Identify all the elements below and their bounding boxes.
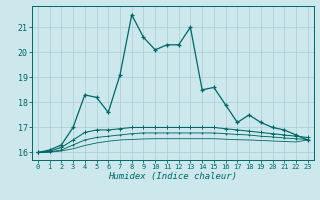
X-axis label: Humidex (Indice chaleur): Humidex (Indice chaleur) (108, 172, 237, 181)
